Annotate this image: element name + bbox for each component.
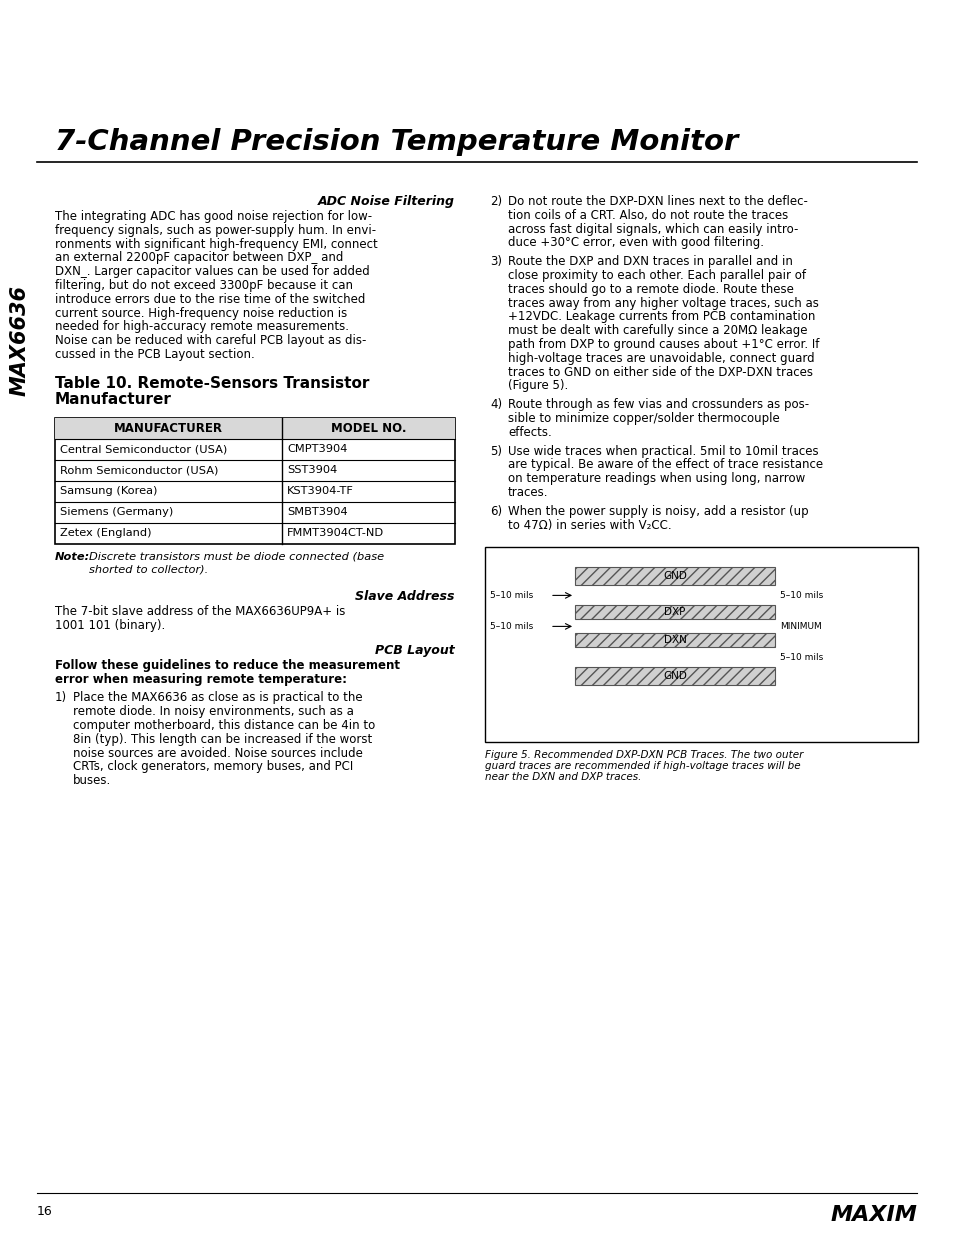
Text: traces to GND on either side of the DXP-DXN traces: traces to GND on either side of the DXP-… bbox=[507, 366, 812, 379]
Text: ADC Noise Filtering: ADC Noise Filtering bbox=[317, 195, 455, 207]
Text: DXN_. Larger capacitor values can be used for added: DXN_. Larger capacitor values can be use… bbox=[55, 266, 370, 278]
Text: Use wide traces when practical. 5mil to 10mil traces: Use wide traces when practical. 5mil to … bbox=[507, 445, 818, 458]
Text: traces away from any higher voltage traces, such as: traces away from any higher voltage trac… bbox=[507, 296, 818, 310]
Bar bbox=[55, 417, 455, 438]
Text: (Figure 5).: (Figure 5). bbox=[507, 379, 568, 393]
Bar bbox=[484, 547, 917, 742]
Text: MANUFACTURER: MANUFACTURER bbox=[113, 422, 223, 435]
Text: to 47Ω) in series with V₂CC.: to 47Ω) in series with V₂CC. bbox=[507, 519, 671, 531]
Text: 1001 101 (binary).: 1001 101 (binary). bbox=[55, 619, 165, 631]
Text: sible to minimize copper/solder thermocouple: sible to minimize copper/solder thermoco… bbox=[507, 412, 779, 425]
Text: path from DXP to ground causes about +1°C error. If: path from DXP to ground causes about +1°… bbox=[507, 338, 819, 351]
Text: 2): 2) bbox=[490, 195, 501, 207]
Text: +12VDC. Leakage currents from PCB contamination: +12VDC. Leakage currents from PCB contam… bbox=[507, 310, 815, 324]
Text: an external 2200pF capacitor between DXP_ and: an external 2200pF capacitor between DXP… bbox=[55, 252, 343, 264]
Text: are typical. Be aware of the effect of trace resistance: are typical. Be aware of the effect of t… bbox=[507, 458, 822, 472]
Text: duce +30°C error, even with good filtering.: duce +30°C error, even with good filteri… bbox=[507, 236, 763, 249]
Text: Slave Address: Slave Address bbox=[355, 590, 455, 603]
Text: GND: GND bbox=[662, 672, 686, 682]
Text: computer motherboard, this distance can be 4in to: computer motherboard, this distance can … bbox=[73, 719, 375, 732]
Text: current source. High-frequency noise reduction is: current source. High-frequency noise red… bbox=[55, 306, 347, 320]
Text: 5–10 mils: 5–10 mils bbox=[490, 622, 533, 631]
Text: high-voltage traces are unavoidable, connect guard: high-voltage traces are unavoidable, con… bbox=[507, 352, 814, 364]
Text: Zetex (England): Zetex (England) bbox=[60, 529, 152, 538]
Text: filtering, but do not exceed 3300pF because it can: filtering, but do not exceed 3300pF beca… bbox=[55, 279, 353, 291]
Text: Place the MAX6636 as close as is practical to the: Place the MAX6636 as close as is practic… bbox=[73, 692, 362, 704]
Text: 7-Channel Precision Temperature Monitor: 7-Channel Precision Temperature Monitor bbox=[55, 128, 738, 156]
Text: error when measuring remote temperature:: error when measuring remote temperature: bbox=[55, 673, 347, 687]
Text: Rohm Semiconductor (USA): Rohm Semiconductor (USA) bbox=[60, 466, 218, 475]
Text: Route through as few vias and crossunders as pos-: Route through as few vias and crossunder… bbox=[507, 398, 808, 411]
Bar bbox=[55, 417, 455, 543]
Text: CMPT3904: CMPT3904 bbox=[287, 445, 347, 454]
Bar bbox=[575, 605, 774, 620]
Text: Manufacturer: Manufacturer bbox=[55, 391, 172, 406]
Text: Table 10. Remote-Sensors Transistor: Table 10. Remote-Sensors Transistor bbox=[55, 375, 369, 390]
Text: MINIMUM: MINIMUM bbox=[780, 622, 821, 631]
Text: 3): 3) bbox=[490, 256, 501, 268]
Text: frequency signals, such as power-supply hum. In envi-: frequency signals, such as power-supply … bbox=[55, 224, 375, 237]
Text: CRTs, clock generators, memory buses, and PCI: CRTs, clock generators, memory buses, an… bbox=[73, 761, 353, 773]
Text: close proximity to each other. Each parallel pair of: close proximity to each other. Each para… bbox=[507, 269, 805, 282]
Text: Route the DXP and DXN traces in parallel and in: Route the DXP and DXN traces in parallel… bbox=[507, 256, 792, 268]
Text: 8in (typ). This length can be increased if the worst: 8in (typ). This length can be increased … bbox=[73, 732, 372, 746]
Text: When the power supply is noisy, add a resistor (up: When the power supply is noisy, add a re… bbox=[507, 505, 808, 517]
Text: 5): 5) bbox=[490, 445, 501, 458]
Text: on temperature readings when using long, narrow: on temperature readings when using long,… bbox=[507, 472, 804, 485]
Text: Discrete transistors must be diode connected (base: Discrete transistors must be diode conne… bbox=[89, 552, 384, 562]
Text: 4): 4) bbox=[490, 398, 501, 411]
Text: tion coils of a CRT. Also, do not route the traces: tion coils of a CRT. Also, do not route … bbox=[507, 209, 787, 222]
Text: GND: GND bbox=[662, 572, 686, 582]
Text: DXN: DXN bbox=[663, 635, 686, 646]
Text: ronments with significant high-frequency EMI, connect: ronments with significant high-frequency… bbox=[55, 237, 377, 251]
Text: 5–10 mils: 5–10 mils bbox=[780, 590, 822, 600]
Text: PCB Layout: PCB Layout bbox=[375, 645, 455, 657]
Text: guard traces are recommended if high-voltage traces will be: guard traces are recommended if high-vol… bbox=[484, 762, 800, 772]
Text: 6): 6) bbox=[490, 505, 501, 517]
Text: MAXIM: MAXIM bbox=[829, 1205, 916, 1225]
Text: Do not route the DXP-DXN lines next to the deflec-: Do not route the DXP-DXN lines next to t… bbox=[507, 195, 807, 207]
Text: MAX6636: MAX6636 bbox=[10, 284, 30, 395]
Text: DXP: DXP bbox=[663, 608, 685, 618]
Bar bbox=[575, 634, 774, 647]
Text: introduce errors due to the rise time of the switched: introduce errors due to the rise time of… bbox=[55, 293, 365, 306]
Text: 5–10 mils: 5–10 mils bbox=[490, 590, 533, 600]
Bar bbox=[575, 567, 774, 585]
Text: cussed in the PCB Layout section.: cussed in the PCB Layout section. bbox=[55, 348, 254, 361]
Text: remote diode. In noisy environments, such as a: remote diode. In noisy environments, suc… bbox=[73, 705, 354, 719]
Text: near the DXN and DXP traces.: near the DXN and DXP traces. bbox=[484, 772, 640, 783]
Text: FMMT3904CT-ND: FMMT3904CT-ND bbox=[287, 529, 384, 538]
Text: Figure 5. Recommended DXP-DXN PCB Traces. The two outer: Figure 5. Recommended DXP-DXN PCB Traces… bbox=[484, 751, 802, 761]
Text: The 7-bit slave address of the MAX6636UP9A+ is: The 7-bit slave address of the MAX6636UP… bbox=[55, 605, 345, 618]
Text: effects.: effects. bbox=[507, 426, 551, 438]
Text: must be dealt with carefully since a 20MΩ leakage: must be dealt with carefully since a 20M… bbox=[507, 325, 806, 337]
Text: Samsung (Korea): Samsung (Korea) bbox=[60, 487, 157, 496]
Text: 5–10 mils: 5–10 mils bbox=[780, 653, 822, 662]
Text: buses.: buses. bbox=[73, 774, 112, 787]
Text: across fast digital signals, which can easily intro-: across fast digital signals, which can e… bbox=[507, 222, 798, 236]
Text: Siemens (Germany): Siemens (Germany) bbox=[60, 508, 173, 517]
Text: MODEL NO.: MODEL NO. bbox=[331, 422, 406, 435]
Text: SMBT3904: SMBT3904 bbox=[287, 508, 347, 517]
Text: needed for high-accuracy remote measurements.: needed for high-accuracy remote measurem… bbox=[55, 320, 349, 333]
Text: Follow these guidelines to reduce the measurement: Follow these guidelines to reduce the me… bbox=[55, 659, 399, 672]
Text: 16: 16 bbox=[37, 1205, 52, 1218]
Text: 1): 1) bbox=[55, 692, 67, 704]
Text: SST3904: SST3904 bbox=[287, 466, 337, 475]
Text: The integrating ADC has good noise rejection for low-: The integrating ADC has good noise rejec… bbox=[55, 210, 372, 224]
Text: KST3904-TF: KST3904-TF bbox=[287, 487, 354, 496]
Text: Noise can be reduced with careful PCB layout as dis-: Noise can be reduced with careful PCB la… bbox=[55, 335, 366, 347]
Text: Central Semiconductor (USA): Central Semiconductor (USA) bbox=[60, 445, 227, 454]
Text: noise sources are avoided. Noise sources include: noise sources are avoided. Noise sources… bbox=[73, 747, 362, 760]
Text: traces.: traces. bbox=[507, 487, 548, 499]
Bar bbox=[575, 667, 774, 685]
Text: Note:: Note: bbox=[55, 552, 90, 562]
Text: traces should go to a remote diode. Route these: traces should go to a remote diode. Rout… bbox=[507, 283, 793, 296]
Text: shorted to collector).: shorted to collector). bbox=[89, 564, 208, 574]
